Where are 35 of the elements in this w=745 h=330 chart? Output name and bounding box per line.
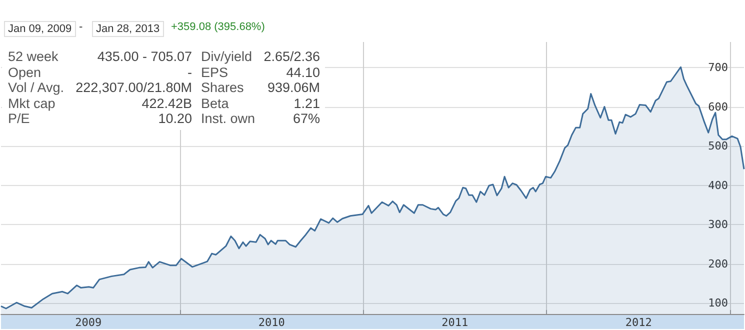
annotation: P/E [8, 111, 30, 127]
annotation: 222,307.00/21.80M [76, 80, 192, 96]
x-tick-label: 2010 [258, 316, 285, 329]
annotation: Mkt cap [8, 96, 56, 112]
x-tick-label: 2011 [442, 316, 468, 329]
x-tick-label: 2009 [75, 316, 102, 329]
text: Jan 09, 2009 [4, 21, 76, 37]
x-tick-label: 2012 [625, 316, 652, 329]
annotation: 435.00 - 705.07 [97, 49, 192, 65]
annotation: 10.20 [158, 111, 192, 127]
y-tick-label: 700 [708, 61, 728, 74]
annotation: 939.06M [267, 80, 320, 96]
y-tick-label: 200 [708, 257, 728, 270]
annotation: Div/yield [201, 49, 252, 65]
annotation: 1.21 [294, 96, 320, 112]
y-tick-label: 500 [708, 140, 728, 153]
annotation: Open [8, 64, 42, 80]
annotation: 52 week [8, 49, 58, 65]
annotation: 44.10 [286, 64, 320, 80]
text: +359.08 (395.68%) [171, 21, 265, 33]
y-tick-label: 400 [708, 178, 728, 192]
annotation: 2.65/2.36 [264, 49, 320, 65]
text: - [79, 21, 83, 33]
annotation: Inst. own [201, 111, 256, 127]
y-tick-label: 300 [708, 218, 728, 232]
y-tick-label: 600 [708, 100, 728, 114]
annotation: EPS [201, 64, 228, 80]
text: Jan 28, 2013 [92, 21, 164, 37]
annotation: Shares [201, 80, 244, 96]
annotation: Beta [201, 96, 229, 112]
annotation: Vol / Avg. [8, 80, 64, 96]
annotation: 67% [292, 111, 320, 127]
annotation: 422.42B [142, 96, 192, 112]
annotation: - [188, 64, 192, 80]
y-tick-label: 100 [708, 296, 728, 310]
